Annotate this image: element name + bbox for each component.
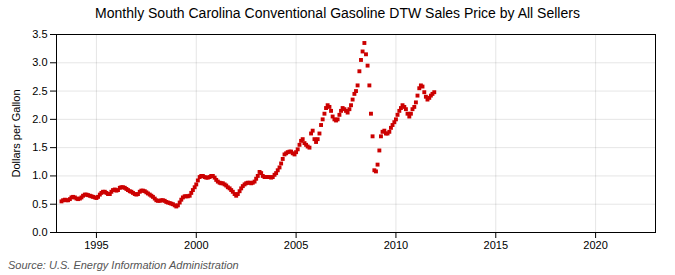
svg-text:1.0: 1.0 (32, 169, 47, 181)
svg-text:3.0: 3.0 (32, 56, 47, 68)
svg-text:1995: 1995 (84, 239, 108, 251)
svg-text:2015: 2015 (484, 239, 508, 251)
html-text:Monthly South Carolina Convent: Monthly South Carolina Conventional Gaso… (95, 5, 580, 21)
svg-text:Dollars per Gallon: Dollars per Gallon (10, 89, 22, 177)
svg-text:2005: 2005 (284, 239, 308, 251)
html-text:Source: U.S. Energy Informatio: Source: U.S. Energy Information Administ… (8, 259, 239, 271)
svg-text:2020: 2020 (583, 239, 607, 251)
svg-text:2010: 2010 (384, 239, 408, 251)
svg-text:2.5: 2.5 (32, 85, 47, 97)
svg-text:2000: 2000 (184, 239, 208, 251)
svg-text:2.0: 2.0 (32, 113, 47, 125)
svg-text:0.0: 0.0 (32, 226, 47, 238)
svg-text:0.5: 0.5 (32, 198, 47, 210)
svg-text:3.5: 3.5 (32, 28, 47, 40)
svg-text:1.5: 1.5 (32, 141, 47, 153)
